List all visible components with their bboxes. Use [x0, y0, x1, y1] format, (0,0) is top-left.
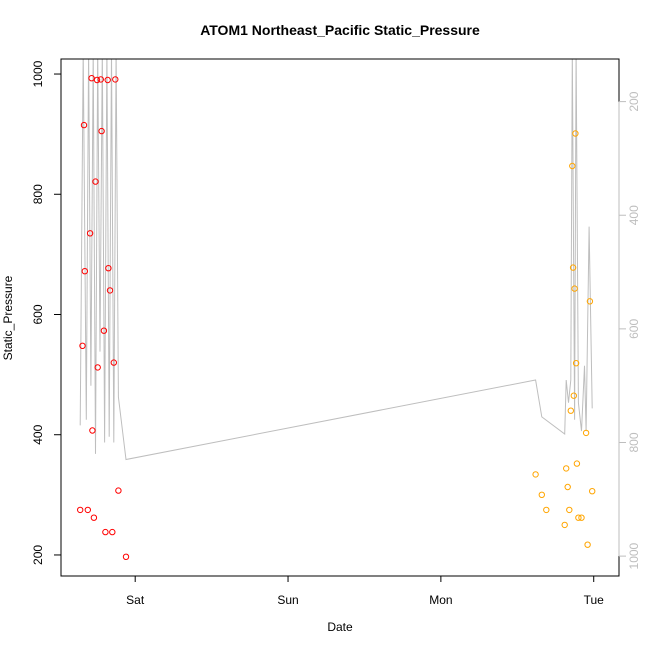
data-point	[86, 230, 94, 237]
y-axis-right: 200 400 600 800 1000	[618, 91, 641, 569]
data-point	[561, 521, 568, 529]
data-point	[572, 130, 579, 137]
x-tick-label: Tue	[584, 593, 605, 607]
data-point	[106, 287, 114, 294]
y-tick-label: 1000	[31, 60, 45, 87]
x-axis-label: Date	[327, 620, 353, 634]
data-point	[578, 514, 585, 521]
data-point	[589, 488, 596, 495]
pressure-line	[79, 59, 593, 461]
y-tick-label: 400	[31, 424, 45, 444]
data-point	[573, 460, 581, 467]
data-point	[567, 407, 574, 414]
data-point	[84, 506, 92, 514]
data-point	[112, 76, 119, 83]
right-axis-line-series	[79, 59, 593, 461]
data-point	[89, 427, 96, 434]
data-point	[102, 528, 109, 536]
data-point	[566, 506, 573, 514]
data-point	[98, 127, 105, 135]
x-tick-label: Sat	[126, 593, 145, 607]
y-right-tick-label: 200	[627, 91, 641, 111]
data-point	[97, 76, 105, 83]
y-axis-label: Static_Pressure	[1, 275, 15, 360]
plot-frame	[60, 58, 620, 577]
data-point	[80, 121, 88, 129]
data-point	[92, 178, 99, 185]
data-point	[569, 264, 577, 271]
data-point	[110, 359, 118, 366]
data-point	[575, 514, 582, 521]
data-point	[104, 76, 111, 84]
data-point	[115, 487, 122, 494]
chart-title: ATOM1 Northeast_Pacific Static_Pressure	[200, 22, 480, 38]
data-point	[538, 491, 545, 498]
y-tick-label: 600	[31, 304, 45, 324]
data-point	[93, 76, 101, 84]
data-point	[543, 506, 550, 514]
data-point	[584, 541, 591, 548]
y-axis-left: 200 400 600 800 1000	[31, 60, 62, 565]
y-right-tick-label: 800	[627, 432, 641, 452]
data-point	[570, 392, 577, 399]
data-point	[564, 483, 571, 491]
data-point	[569, 162, 576, 170]
data-point	[532, 471, 539, 478]
data-point	[109, 528, 116, 536]
data-point	[100, 327, 108, 334]
x-tick-label: Mon	[429, 593, 452, 607]
data-point	[586, 298, 594, 305]
data-point	[122, 553, 130, 560]
y-right-tick-label: 400	[627, 205, 641, 225]
data-point	[77, 506, 84, 514]
scatter-points	[77, 75, 596, 560]
y-tick-label: 800	[31, 184, 45, 204]
data-point	[105, 265, 112, 272]
data-point	[79, 342, 86, 349]
data-point	[90, 514, 98, 521]
data-point	[81, 268, 89, 275]
data-point	[94, 364, 101, 371]
data-point	[572, 360, 580, 367]
x-axis: Sat Sun Mon Tue	[126, 576, 604, 607]
data-point	[582, 429, 590, 437]
y-tick-label: 200	[31, 545, 45, 565]
x-tick-label: Sun	[277, 593, 298, 607]
y-right-tick-label: 600	[627, 319, 641, 339]
data-point	[563, 465, 570, 472]
data-point	[571, 285, 578, 292]
y-right-tick-label: 1000	[627, 542, 641, 569]
data-point	[88, 75, 95, 82]
